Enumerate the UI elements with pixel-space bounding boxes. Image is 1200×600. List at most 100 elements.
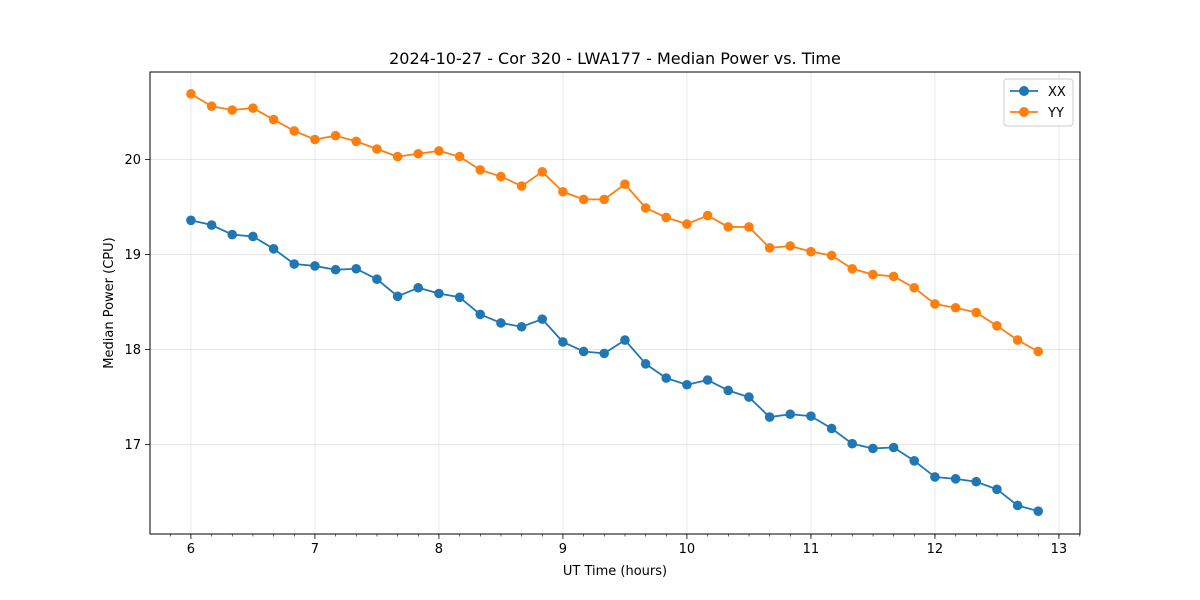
y-tick-label-17: 17 <box>124 438 141 453</box>
x-tick-label-8: 8 <box>435 542 443 557</box>
point-xx-6 <box>310 261 320 271</box>
point-xx-35 <box>909 456 920 466</box>
legend: XX YY <box>1003 78 1074 127</box>
point-yy-38 <box>971 307 982 318</box>
point-yy-30 <box>806 246 816 257</box>
point-yy-0 <box>186 89 196 99</box>
point-yy-18 <box>558 186 568 197</box>
point-xx-37 <box>950 474 961 484</box>
point-xx-3 <box>248 231 258 242</box>
point-xx-41 <box>1033 506 1044 516</box>
x-tick-label-11: 11 <box>803 542 820 557</box>
point-xx-0 <box>186 215 196 226</box>
point-xx-10 <box>392 291 403 302</box>
point-yy-14 <box>475 165 486 175</box>
point-xx-24 <box>682 379 692 390</box>
point-yy-34 <box>888 271 899 282</box>
point-yy-13 <box>454 151 465 162</box>
point-yy-26 <box>723 222 734 232</box>
point-yy-1 <box>206 101 217 112</box>
point-yy-41 <box>1033 346 1044 357</box>
point-yy-39 <box>992 321 1002 331</box>
point-xx-30 <box>806 411 816 421</box>
point-yy-11 <box>413 148 424 159</box>
point-yy-28 <box>764 243 775 253</box>
legend-marker-xx <box>1019 86 1029 96</box>
point-xx-4 <box>268 244 279 254</box>
point-yy-25 <box>702 210 713 221</box>
point-xx-40 <box>1012 500 1023 511</box>
point-xx-26 <box>723 385 734 396</box>
point-xx-25 <box>702 375 713 385</box>
point-xx-12 <box>434 288 444 299</box>
point-yy-35 <box>909 282 920 293</box>
series-layer <box>186 89 1044 516</box>
point-yy-27 <box>744 222 754 232</box>
point-yy-8 <box>351 136 362 147</box>
point-xx-33 <box>868 443 878 454</box>
point-yy-17 <box>537 167 548 177</box>
point-yy-10 <box>392 151 403 162</box>
point-yy-31 <box>826 250 837 261</box>
point-xx-16 <box>516 321 527 332</box>
chart-title: 2024-10-27 - Cor 320 - LWA177 - Median P… <box>389 49 841 68</box>
plot-frame <box>149 71 1081 535</box>
point-xx-22 <box>640 359 651 369</box>
point-xx-21 <box>620 335 630 345</box>
point-xx-29 <box>785 409 796 420</box>
series-xx <box>186 215 1044 516</box>
point-xx-20 <box>599 348 610 359</box>
point-xx-15 <box>496 318 506 328</box>
point-yy-32 <box>847 263 858 274</box>
y-tick-label-18: 18 <box>124 343 141 358</box>
point-yy-5 <box>289 126 300 136</box>
point-yy-16 <box>516 181 527 191</box>
y-axis-label: Median Power (CPU) <box>102 237 117 368</box>
point-xx-8 <box>351 263 362 274</box>
legend-label-xx: XX <box>1048 85 1066 100</box>
legend-entry-yy: YY <box>1010 106 1064 121</box>
x-tick-label-9: 9 <box>559 542 567 557</box>
point-yy-9 <box>372 144 382 154</box>
point-yy-24 <box>682 219 692 229</box>
point-xx-27 <box>744 392 754 402</box>
point-yy-3 <box>248 103 258 113</box>
point-xx-11 <box>413 282 424 293</box>
point-yy-29 <box>785 241 796 251</box>
x-tick-label-10: 10 <box>679 542 696 557</box>
legend-label-yy: YY <box>1047 106 1064 121</box>
y-tick-label-19: 19 <box>124 248 141 263</box>
point-xx-31 <box>826 423 837 434</box>
legend-entry-xx: XX <box>1010 85 1066 100</box>
point-xx-18 <box>558 337 568 347</box>
point-xx-23 <box>661 373 672 383</box>
point-yy-12 <box>434 146 444 156</box>
point-yy-22 <box>640 203 651 213</box>
point-xx-38 <box>971 476 982 487</box>
legend-marker-yy <box>1019 107 1029 117</box>
ticks: 6 7 8 9 10 11 12 13 17 18 19 20 <box>124 153 1081 557</box>
point-yy-6 <box>310 134 320 145</box>
point-xx-5 <box>289 259 300 269</box>
point-yy-33 <box>868 269 878 280</box>
point-yy-19 <box>578 194 589 205</box>
point-xx-28 <box>764 412 775 422</box>
point-yy-20 <box>599 194 610 205</box>
point-xx-1 <box>206 220 217 230</box>
series-yy <box>186 89 1044 357</box>
point-xx-17 <box>537 314 548 324</box>
point-yy-36 <box>930 299 940 309</box>
x-axis-label: UT Time (hours) <box>563 564 667 579</box>
point-yy-37 <box>950 302 961 313</box>
x-tick-label-12: 12 <box>927 542 944 557</box>
point-xx-34 <box>888 442 899 453</box>
point-yy-2 <box>227 105 238 115</box>
point-xx-7 <box>330 264 341 275</box>
x-tick-label-7: 7 <box>311 542 319 557</box>
x-tick-label-6: 6 <box>187 542 195 557</box>
point-yy-23 <box>661 212 672 223</box>
point-yy-21 <box>620 179 630 189</box>
y-tick-label-20: 20 <box>124 153 141 168</box>
point-xx-13 <box>454 292 465 303</box>
point-xx-36 <box>930 472 940 482</box>
